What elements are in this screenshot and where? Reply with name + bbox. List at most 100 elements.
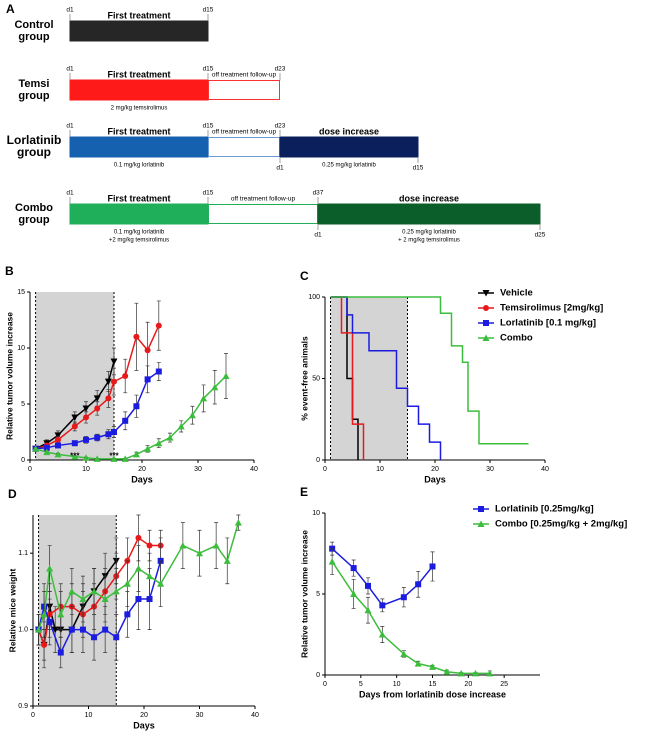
- x-axis-title: Days: [131, 474, 153, 484]
- day-label: d1: [66, 123, 74, 130]
- marker: [54, 432, 62, 439]
- day-label: d1: [66, 7, 74, 14]
- marker: [379, 602, 386, 609]
- marker: [400, 650, 408, 657]
- marker: [146, 572, 154, 580]
- marker: [68, 587, 76, 595]
- marker: [32, 445, 40, 452]
- marker: [350, 565, 357, 572]
- timeline-segment: [279, 136, 419, 158]
- day-label: d37: [313, 190, 324, 197]
- y-tick-label: 1.0: [18, 626, 28, 633]
- legend-label: Combo: [500, 333, 533, 344]
- y-tick-label: 10: [312, 510, 320, 517]
- marker: [155, 322, 162, 329]
- day-label: d15: [203, 190, 214, 197]
- marker: [234, 519, 242, 526]
- legend-marker: [477, 520, 485, 527]
- marker: [94, 434, 101, 441]
- day-label: d15: [203, 66, 214, 73]
- y-tick-label: 1.1: [18, 550, 28, 557]
- marker: [135, 596, 142, 603]
- segment-label: First treatment: [107, 126, 170, 136]
- marker: [133, 333, 140, 340]
- x-tick-label: 40: [251, 712, 259, 719]
- marker: [93, 455, 101, 462]
- marker: [43, 448, 51, 456]
- marker: [102, 626, 109, 633]
- dose-label: + 2 mg/kg temsirolimus: [398, 238, 460, 244]
- x-tick-label: 40: [250, 466, 258, 473]
- marker: [144, 376, 151, 383]
- dose-label: 0.1 mg/kg lorlatinib: [114, 230, 165, 236]
- legend-marker: [483, 320, 489, 326]
- marker: [157, 580, 165, 587]
- marker: [105, 431, 112, 438]
- marker: [43, 444, 50, 451]
- dose-label: 0.25 mg/kg lorlatinib: [322, 163, 376, 169]
- marker: [365, 582, 371, 589]
- marker: [111, 429, 117, 435]
- marker: [71, 423, 78, 430]
- marker: [105, 395, 112, 402]
- marker: [83, 436, 89, 443]
- marker: [188, 411, 196, 419]
- series-line: [331, 548, 434, 607]
- marker: [112, 587, 120, 595]
- marker: [364, 606, 372, 614]
- panel-label: E: [300, 485, 308, 499]
- marker: [82, 454, 90, 461]
- segment-label: dose increase: [319, 126, 379, 136]
- y-axis-title: Relative tumor volume increase: [299, 530, 309, 658]
- marker: [155, 368, 162, 375]
- y-tick-label: 15: [17, 289, 25, 296]
- marker: [110, 358, 118, 365]
- y-tick-label: 50: [312, 375, 320, 382]
- marker: [55, 442, 61, 449]
- x-tick-label: 30: [486, 466, 494, 473]
- treatment-shade: [35, 292, 114, 460]
- y-tick-label: 100: [308, 294, 320, 301]
- marker: [135, 534, 142, 541]
- x-tick-label: 15: [429, 681, 437, 688]
- y-tick-label: 0: [316, 672, 320, 679]
- legend-marker: [482, 290, 490, 297]
- marker: [41, 641, 48, 648]
- marker: [79, 626, 86, 633]
- marker: [196, 549, 203, 557]
- x-tick-label: 25: [500, 681, 508, 688]
- marker: [111, 378, 117, 385]
- marker: [90, 587, 98, 595]
- day-label: d15: [203, 123, 214, 130]
- marker: [82, 405, 90, 412]
- segment-label: First treatment: [107, 193, 170, 203]
- day-label: d1: [276, 165, 284, 172]
- marker: [132, 450, 140, 458]
- x-tick-label: 20: [140, 712, 148, 719]
- marker: [122, 373, 129, 379]
- timeline-segment: [208, 204, 318, 224]
- marker: [40, 610, 48, 618]
- marker: [121, 455, 129, 462]
- marker: [211, 383, 219, 391]
- marker: [400, 594, 407, 601]
- x-tick-label: 30: [194, 466, 202, 473]
- marker: [378, 631, 386, 638]
- marker: [71, 440, 78, 447]
- marker: [223, 557, 231, 564]
- day-label: d1: [66, 66, 74, 73]
- panel-label: C: [300, 269, 309, 283]
- segment-label: off treatment follow-up: [231, 196, 296, 203]
- group-name: Lorlatinib group: [6, 133, 62, 159]
- annotation: ***: [109, 452, 119, 461]
- timeline-segment: [208, 137, 280, 157]
- timeline-segment: [69, 79, 209, 101]
- marker: [113, 634, 120, 641]
- marker: [200, 394, 208, 402]
- marker: [212, 542, 220, 549]
- x-axis-title: Days from lorlatinib dose increase: [359, 689, 506, 699]
- series-line: [331, 561, 490, 675]
- annotation: ***: [70, 452, 80, 461]
- x-axis-title: Days: [133, 720, 155, 730]
